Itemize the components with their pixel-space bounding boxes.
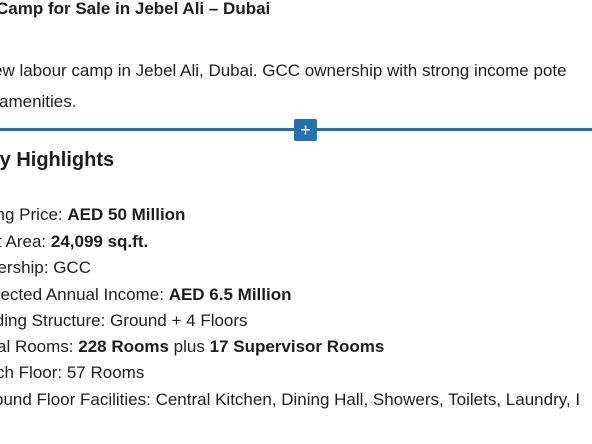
list-item-label: ling Price: [0, 205, 63, 224]
list-item[interactable]: lding Structure: Ground + 4 Floors [0, 310, 248, 332]
list-item-label: pected Annual Income: [0, 285, 169, 304]
list-item-value: 228 Rooms [78, 337, 169, 356]
intro-paragraph-line-1[interactable]: ew labour camp in Jebel Ali, Dubai. GCC … [0, 61, 567, 80]
list-item[interactable]: t Area: 24,099 sq.ft. [0, 231, 148, 253]
list-item[interactable]: al Rooms: 228 Rooms plus 17 Supervisor R… [0, 336, 384, 358]
list-item-value: 24,099 sq.ft. [50, 232, 149, 251]
list-item-label: al Rooms: [0, 337, 79, 356]
list-item[interactable]: ound Floor Facilities: Central Kitchen, … [0, 389, 580, 411]
list-item-label: lding Structure: Ground + 4 Floors [0, 311, 248, 330]
list-item-connector: plus [168, 337, 210, 356]
list-item-label: nership: GCC [0, 258, 91, 277]
list-item-value-2: 17 Supervisor Rooms [209, 337, 385, 356]
intro-paragraph-line-2[interactable]: amenities. [0, 92, 77, 111]
add-block-button[interactable]: + [294, 119, 317, 141]
list-item-label: t Area: [0, 232, 51, 251]
plus-icon: + [300, 120, 311, 140]
post-title[interactable]: Camp for Sale in Jebel Ali – Dubai [0, 0, 271, 18]
list-item[interactable]: pected Annual Income: AED 6.5 Million [0, 284, 291, 306]
list-item[interactable]: ling Price: AED 50 Million [0, 204, 185, 226]
list-item-value: AED 6.5 Million [168, 285, 292, 304]
list-item[interactable]: nership: GCC [0, 257, 91, 279]
list-item-label: ound Floor Facilities: Central Kitchen, … [0, 390, 581, 409]
highlights-heading[interactable]: ty Highlights [0, 149, 115, 171]
list-item-label: ch Floor: 57 Rooms [0, 363, 145, 382]
list-item-value: AED 50 Million [67, 205, 186, 224]
list-item[interactable]: ch Floor: 57 Rooms [0, 362, 144, 384]
